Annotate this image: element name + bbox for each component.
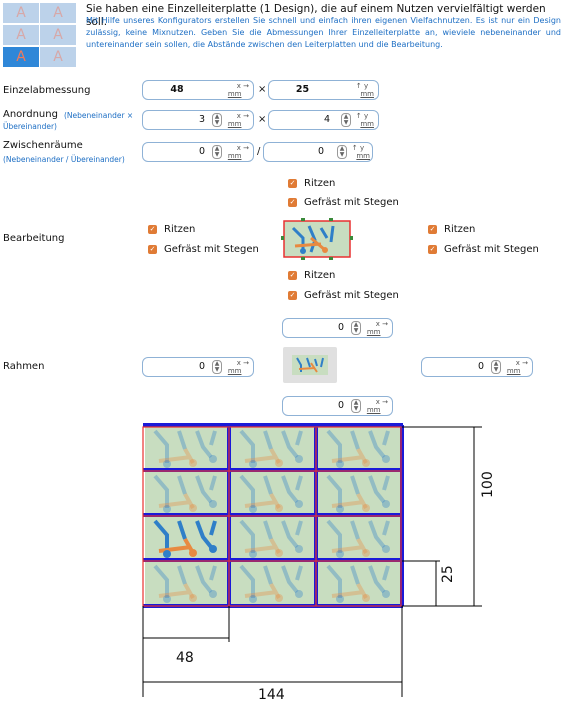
x-mm-unit-icon: x → mm	[506, 359, 528, 375]
anordnung-sublabel: (Nebeneinander × Übereinander)	[3, 111, 134, 131]
checkbox-check-icon: ✓	[288, 291, 297, 300]
frame-left-field[interactable]: 0 ▲ ▼ x → mm	[142, 357, 254, 377]
single-width-value: 48	[170, 84, 184, 95]
anordnung-label: Anordnung	[3, 109, 58, 120]
frame-preview-box	[283, 347, 337, 383]
einzelabmessung-label: Einzelabmessung	[3, 85, 91, 96]
checkbox-check-icon: ✓	[288, 271, 297, 280]
count-x-value: 3	[198, 114, 205, 125]
bottom-ritzen-checkbox[interactable]: ✓ Ritzen	[288, 270, 336, 281]
frame-bottom-spinner[interactable]: ▲ ▼	[351, 399, 361, 413]
layout-tile-3[interactable]: A	[3, 25, 39, 45]
gap-x-spinner[interactable]: ▲ ▼	[212, 145, 222, 159]
count-y-value: 4	[323, 114, 330, 125]
gap-y-spinner[interactable]: ▲ ▼	[337, 145, 347, 159]
x-mm-unit-icon: x → mm	[227, 112, 249, 128]
bearbeitung-label: Bearbeitung	[3, 233, 65, 244]
layout-tile-4[interactable]: A	[40, 25, 76, 45]
y-mm-unit-icon: ↑ y mm	[355, 82, 374, 98]
checkbox-check-icon: ✓	[288, 198, 297, 207]
panel-pcb-cell	[145, 562, 229, 605]
y-mm-unit-icon: ↑ y mm	[355, 112, 374, 128]
frame-left-value: 0	[198, 361, 205, 372]
panel-pcb-cell	[318, 562, 402, 605]
x-mm-unit-icon: x → mm	[366, 320, 388, 336]
frame-left-spinner[interactable]: ▲ ▼	[212, 360, 222, 374]
gap-x-value: 0	[198, 146, 205, 157]
count-y-spinner[interactable]: ▲ ▼	[341, 113, 351, 127]
panel-pcb-cell	[231, 472, 315, 515]
single-height-field[interactable]: 25 ↑ y mm	[268, 80, 379, 100]
gap-y-value: 0	[317, 146, 324, 157]
zwischenraeume-label: Zwischenräume	[3, 140, 83, 151]
left-ritzen-checkbox[interactable]: ✓ Ritzen	[148, 224, 196, 235]
frame-right-field[interactable]: 0 ▲ ▼ x → mm	[421, 357, 533, 377]
frame-top-field[interactable]: 0 ▲ ▼ x → mm	[282, 318, 393, 338]
right-gefraest-checkbox[interactable]: ✓ Gefräst mit Stegen	[428, 244, 539, 255]
count-y-field[interactable]: 4 ▲ ▼ ↑ y mm	[268, 110, 379, 130]
layout-tile-6[interactable]: A	[40, 47, 76, 67]
panel-pcb-cell	[231, 517, 315, 560]
y-mm-unit-icon: ↑ y mm	[351, 144, 370, 160]
dim-single-width: 48	[176, 650, 194, 666]
frame-right-spinner[interactable]: ▲ ▼	[491, 360, 501, 374]
x-mm-unit-icon: x → mm	[227, 82, 249, 98]
single-height-value: 25	[295, 84, 310, 95]
pcb-thumbnail	[292, 355, 328, 375]
panel-pcb-cell	[318, 472, 402, 515]
dim-single-height: 25	[440, 565, 456, 583]
zwischenraeume-sublabel: (Nebeneinander / Übereinander)	[3, 155, 125, 164]
top-ritzen-checkbox[interactable]: ✓ Ritzen	[288, 178, 336, 189]
panel-pcb-cell	[318, 427, 402, 470]
dim-total-height: 100	[480, 471, 496, 498]
panel-pcb-cell	[145, 472, 229, 515]
checkbox-check-icon: ✓	[428, 225, 437, 234]
layout-tile-5-selected[interactable]: A	[3, 47, 39, 67]
panel-pcb-cell	[231, 562, 315, 605]
count-x-field[interactable]: 3 ▲ ▼ x → mm	[142, 110, 254, 130]
x-mm-unit-icon: x → mm	[227, 359, 249, 375]
x-mm-unit-icon: x → mm	[366, 398, 388, 414]
checkbox-check-icon: ✓	[428, 245, 437, 254]
intro-title: Sie haben eine Einzelleiterplatte (1 Des…	[86, 3, 546, 28]
panel-pcb-cell	[318, 517, 402, 560]
top-gefraest-checkbox[interactable]: ✓ Gefräst mit Stegen	[288, 197, 399, 208]
right-ritzen-checkbox[interactable]: ✓ Ritzen	[428, 224, 476, 235]
frame-bottom-value: 0	[337, 400, 344, 411]
panel-pcb-cell	[145, 517, 229, 560]
single-width-field[interactable]: 48 x → mm	[142, 80, 254, 100]
pcb-edge-preview	[281, 218, 353, 260]
dim-total-width: 144	[258, 687, 285, 703]
panel-drawing	[142, 423, 482, 697]
bottom-gefraest-checkbox[interactable]: ✓ Gefräst mit Stegen	[288, 290, 399, 301]
arrangement-separator: ×	[258, 114, 267, 125]
frame-top-value: 0	[337, 322, 344, 333]
checkbox-check-icon: ✓	[148, 225, 157, 234]
dimension-separator: ×	[258, 84, 267, 95]
x-mm-unit-icon: x → mm	[227, 144, 249, 160]
frame-top-spinner[interactable]: ▲ ▼	[351, 321, 361, 335]
left-gefraest-checkbox[interactable]: ✓ Gefräst mit Stegen	[148, 244, 259, 255]
frame-bottom-field[interactable]: 0 ▲ ▼ x → mm	[282, 396, 393, 416]
panel-pcb-cell	[145, 427, 229, 470]
checkbox-check-icon: ✓	[148, 245, 157, 254]
intro-description: Mit Hilfe unseres Konfigurators erstelle…	[86, 16, 561, 49]
layout-tile-2[interactable]: A	[40, 3, 76, 23]
count-x-spinner[interactable]: ▲ ▼	[212, 113, 222, 127]
panel-pcb-cell	[231, 427, 315, 470]
layout-tile-1[interactable]: A	[3, 3, 39, 23]
frame-right-value: 0	[477, 361, 484, 372]
gap-separator: /	[257, 146, 261, 157]
gap-y-field[interactable]: 0 ▲ ▼ ↑ y mm	[263, 142, 373, 162]
rahmen-label: Rahmen	[3, 361, 45, 372]
gap-x-field[interactable]: 0 ▲ ▼ x → mm	[142, 142, 254, 162]
checkbox-check-icon: ✓	[288, 179, 297, 188]
